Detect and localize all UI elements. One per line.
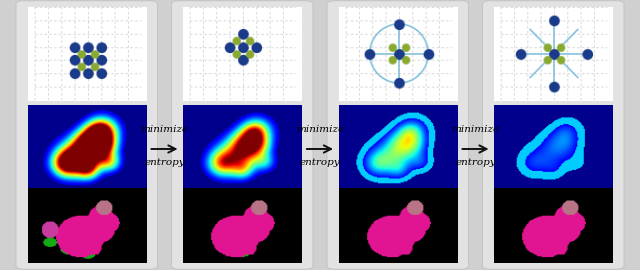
Text: minimize: minimize: [296, 125, 344, 134]
Text: minimize: minimize: [140, 125, 189, 134]
Text: minimize: minimize: [451, 125, 500, 134]
Text: entropy: entropy: [455, 158, 496, 167]
Text: entropy: entropy: [144, 158, 185, 167]
Text: entropy: entropy: [300, 158, 340, 167]
